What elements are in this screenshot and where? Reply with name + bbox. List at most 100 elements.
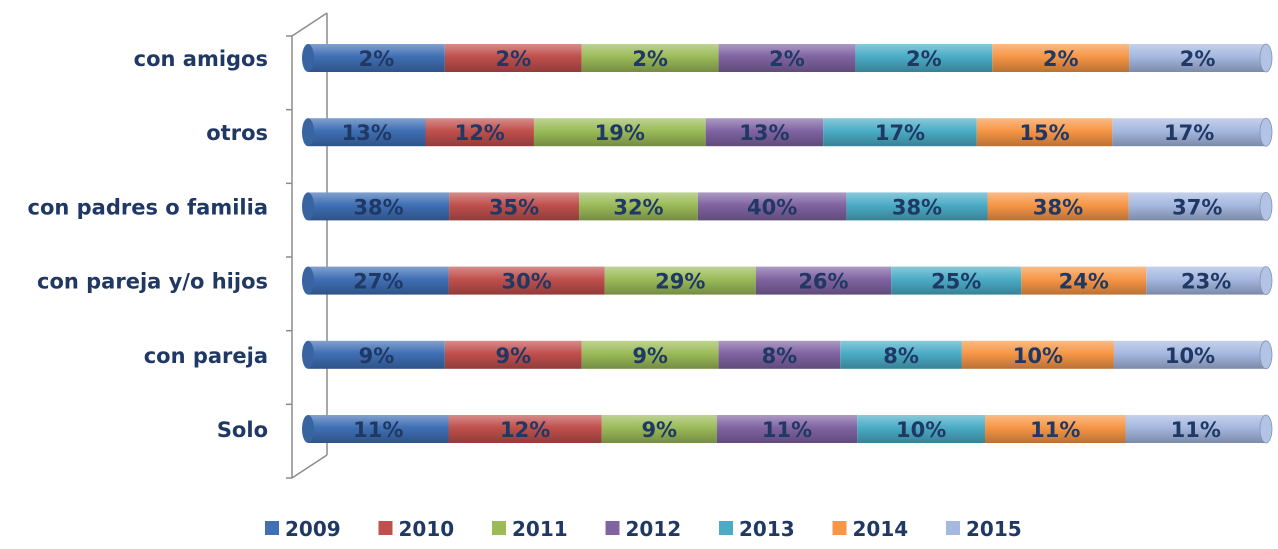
data-label: 10% [1013,344,1063,368]
data-label: 13% [342,121,392,145]
bar-row: 9% 9% 9% 8% 8% 10% 10% [302,340,1273,370]
axis-wall-bottom [291,454,328,479]
bar-segment-2015: 23% [1146,266,1273,296]
data-label: 9% [632,344,668,368]
bar-cap-left [302,266,314,295]
bar [718,340,841,369]
bar [308,415,449,443]
category-label: con padres o familia [28,195,268,219]
bar [533,118,706,147]
bar [992,44,1130,72]
bar-segment-2015: 17% [1112,117,1273,147]
bar-segment-2014: 38% [987,192,1129,221]
bar-cap-left [302,44,314,72]
legend-label: 2014 [853,517,909,541]
bar [1125,415,1266,443]
bar [308,44,445,72]
data-label: 8% [883,344,919,368]
data-label: 38% [1033,195,1083,219]
bars: 2% 2% 2% 2% 2% 2% 2% 13% 12% 19% 13% 17% 15% 17% 38% 35… [302,43,1273,444]
bar-segment-2013: 38% [846,192,988,221]
bar [976,118,1113,147]
bar [449,192,580,221]
legend-item-2014: 2014 [832,517,909,541]
legend-swatch [946,521,960,535]
bar [1128,192,1266,221]
bar-cap-left [302,118,314,147]
data-label: 9% [641,418,677,442]
bar-segment-2012: 40% [697,192,847,221]
legend-label: 2012 [626,517,682,541]
data-label: 17% [875,121,925,145]
legend-label: 2015 [966,517,1022,541]
bar-segment-2010: 35% [449,192,580,221]
data-label: 2% [769,47,805,71]
data-label: 2% [632,47,668,71]
bar [987,192,1129,221]
bar-row: 13% 12% 19% 13% 17% 15% 17% [302,117,1273,147]
bar [448,266,605,295]
bar-segment-2011: 19% [533,118,706,147]
bar-segment-2012: 11% [716,415,858,443]
bar-row: 11% 12% 9% 11% 10% 11% 11% [302,414,1273,444]
category-label: con amigos [134,47,268,71]
bar-segment-2011: 29% [604,266,756,295]
bar-segment-2009: 38% [302,192,450,221]
bar-segment-2009: 11% [302,415,449,443]
data-label: 9% [359,344,395,368]
data-label: 11% [1171,418,1221,442]
bar-cap-right [1259,266,1273,296]
bar [1146,266,1266,295]
bar [1129,44,1266,72]
category-labels: con amigos otros con padres o familia con p… [28,47,268,442]
data-label: 38% [353,195,403,219]
data-label: 2% [1043,47,1079,71]
legend-item-2009: 2009 [265,517,341,541]
legend-swatch [265,521,279,535]
data-label: 10% [896,418,946,442]
bar-segment-2012: 13% [705,118,824,147]
bar [425,118,534,147]
bar-segment-2014: 10% [961,340,1114,369]
legend-swatch [492,521,506,535]
data-label: 2% [906,47,942,71]
data-label: 12% [455,121,505,145]
bar-segment-2013: 8% [840,340,962,369]
bar [308,192,450,221]
bar-cap-right [1259,117,1273,147]
bar-row: 38% 35% 32% 40% 38% 38% 37% [302,191,1273,221]
y-axis [286,12,328,479]
legend: 2009 2010 2011 2012 2013 2014 2015 [265,517,1022,541]
legend-swatch [719,521,733,535]
data-label: 25% [931,270,981,294]
data-label: 35% [489,195,539,219]
bar [823,118,977,147]
data-label: 32% [613,195,663,219]
bar-segment-2009: 9% [302,340,445,369]
bar [857,415,985,443]
bar-segment-2015: 2% [1129,43,1273,73]
bar-segment-2010: 12% [448,415,602,443]
data-label: 26% [798,270,848,294]
bar-segment-2015: 10% [1113,340,1273,370]
bar [697,192,847,221]
data-label: 38% [892,195,942,219]
bar-segment-2015: 11% [1125,414,1273,444]
category-label: con pareja [144,344,268,368]
bar [1021,266,1147,295]
legend-item-2013: 2013 [719,517,795,541]
bar [308,118,426,147]
bar-segment-2010: 9% [444,340,582,369]
bar-segment-2010: 12% [425,118,534,147]
data-label: 23% [1181,270,1231,294]
bar [601,415,717,443]
bar [840,340,962,369]
bar-segment-2011: 9% [581,340,719,369]
data-label: 10% [1165,344,1215,368]
bar [855,44,993,72]
bar [308,266,449,295]
data-label: 9% [495,344,531,368]
bar [579,192,698,221]
bar-segment-2010: 2% [444,44,582,72]
